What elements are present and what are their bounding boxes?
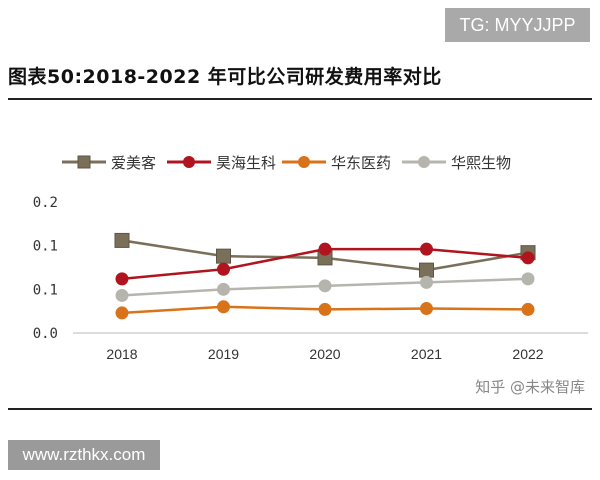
data-point <box>217 262 230 276</box>
watermark-bottom: www.rzthkx.com <box>8 440 160 470</box>
x-tick-label: 2020 <box>309 346 340 362</box>
data-point <box>420 275 433 289</box>
data-point <box>521 272 535 286</box>
legend-label: 昊海生科 <box>216 154 276 172</box>
x-tick-label: 2018 <box>106 346 137 362</box>
data-point <box>217 300 230 314</box>
chart-title: 图表50:2018-2022 年可比公司研发费用率对比 <box>8 66 442 88</box>
legend-marker <box>418 156 430 168</box>
x-tick-label: 2019 <box>208 346 239 362</box>
data-point <box>217 282 230 296</box>
watermark-top: TG: MYYJJPP <box>445 8 590 42</box>
legend-label: 爱美客 <box>111 154 156 172</box>
data-point <box>115 272 129 286</box>
data-point <box>420 242 433 256</box>
legend-marker <box>77 155 91 169</box>
legend-marker <box>298 156 310 168</box>
data-point <box>216 248 231 264</box>
bottom-divider <box>8 408 592 410</box>
y-tick-label: 0.1 <box>33 239 58 255</box>
data-point <box>318 279 332 293</box>
data-point <box>114 232 130 248</box>
data-point <box>318 242 332 256</box>
x-tick-label: 2021 <box>411 346 442 362</box>
data-point <box>420 302 433 316</box>
legend-marker <box>183 156 195 168</box>
x-tick-label: 2022 <box>512 346 543 362</box>
title-divider <box>8 98 592 100</box>
data-point <box>419 262 434 278</box>
data-point <box>115 288 129 302</box>
y-tick-label: 0.0 <box>33 326 58 342</box>
data-point <box>318 302 332 316</box>
credit-watermark: 知乎 @未来智库 <box>475 378 585 396</box>
legend-label: 华东医药 <box>331 154 391 172</box>
data-point <box>115 306 129 320</box>
legend-label: 华熙生物 <box>451 154 511 172</box>
y-tick-label: 0.1 <box>33 282 58 298</box>
y-tick-label: 0.2 <box>33 195 58 211</box>
data-point <box>521 251 535 265</box>
data-point <box>521 302 535 316</box>
